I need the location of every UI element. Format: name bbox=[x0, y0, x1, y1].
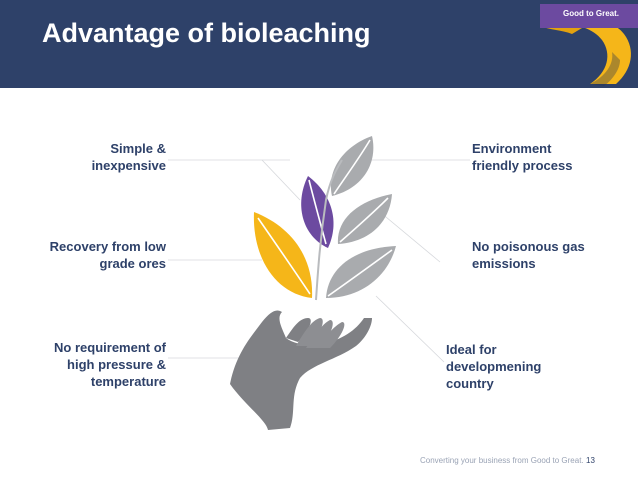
leaf-icon bbox=[326, 246, 396, 298]
advantage-low-grade-ores: Recovery from low grade ores bbox=[49, 239, 166, 271]
advantage-environment-friendly: Environment friendly process bbox=[472, 141, 573, 173]
advantage-simple-inexpensive: Simple & inexpensive bbox=[91, 141, 166, 173]
leaf-icon bbox=[337, 194, 392, 244]
leaf-icon bbox=[301, 176, 334, 248]
leaf-icon bbox=[253, 212, 313, 298]
leaf-icon bbox=[330, 136, 374, 196]
slide-header bbox=[0, 0, 638, 88]
page-number: 13 bbox=[586, 456, 595, 465]
advantage-no-poisonous-gas: No poisonous gas emissions bbox=[472, 239, 585, 271]
slide-title: Advantage of bioleaching bbox=[42, 18, 371, 48]
brand-label: Good to Great. bbox=[563, 9, 619, 18]
brand-tab bbox=[540, 4, 638, 28]
advantage-developing-country: Ideal for developmening country bbox=[446, 342, 542, 391]
advantage-no-high-pressure: No requirement of high pressure & temper… bbox=[54, 340, 166, 389]
connector-lines bbox=[168, 159, 470, 363]
footer-tagline: Converting your business from Good to Gr… bbox=[420, 456, 584, 465]
hand-icon bbox=[230, 310, 372, 430]
